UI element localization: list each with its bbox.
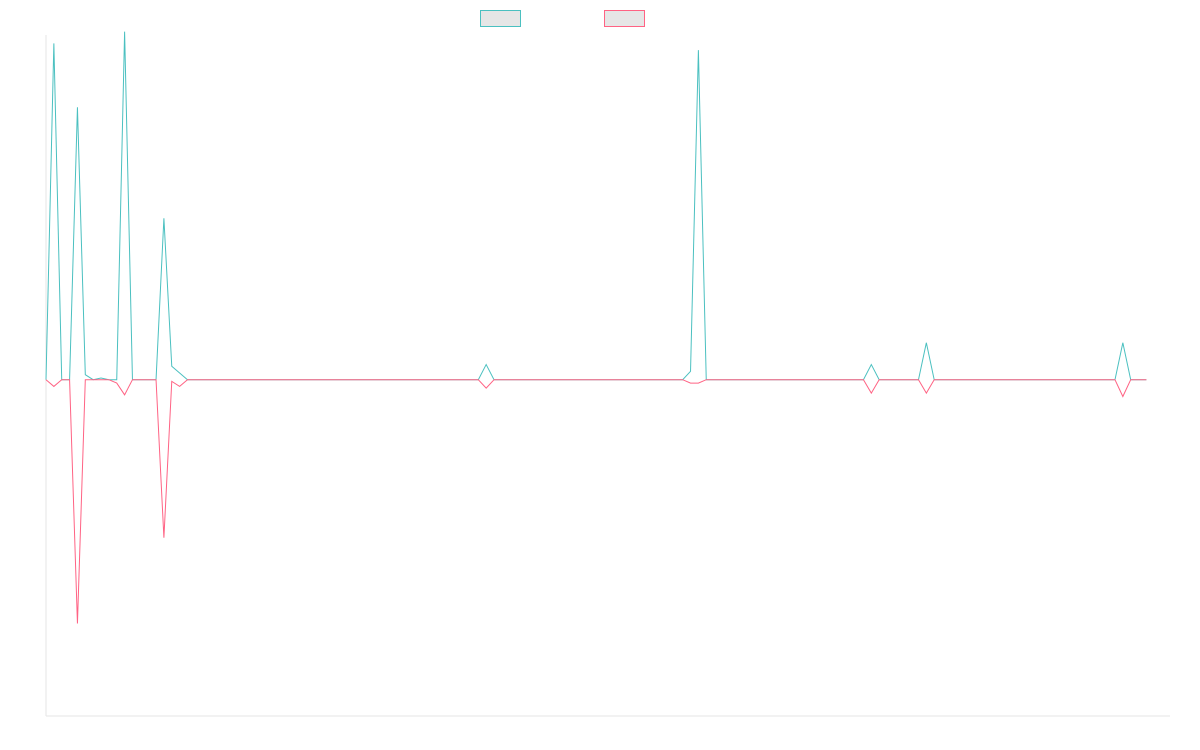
legend-item-1[interactable] <box>480 10 521 27</box>
series-line-2 <box>45 379 1147 624</box>
legend-swatch-2[interactable] <box>604 10 645 27</box>
series-line-1 <box>45 31 1147 381</box>
legend <box>480 10 645 27</box>
legend-item-2[interactable] <box>604 10 645 27</box>
axes <box>45 35 1170 717</box>
legend-swatch-1[interactable] <box>480 10 521 27</box>
series-layer <box>45 31 1147 624</box>
